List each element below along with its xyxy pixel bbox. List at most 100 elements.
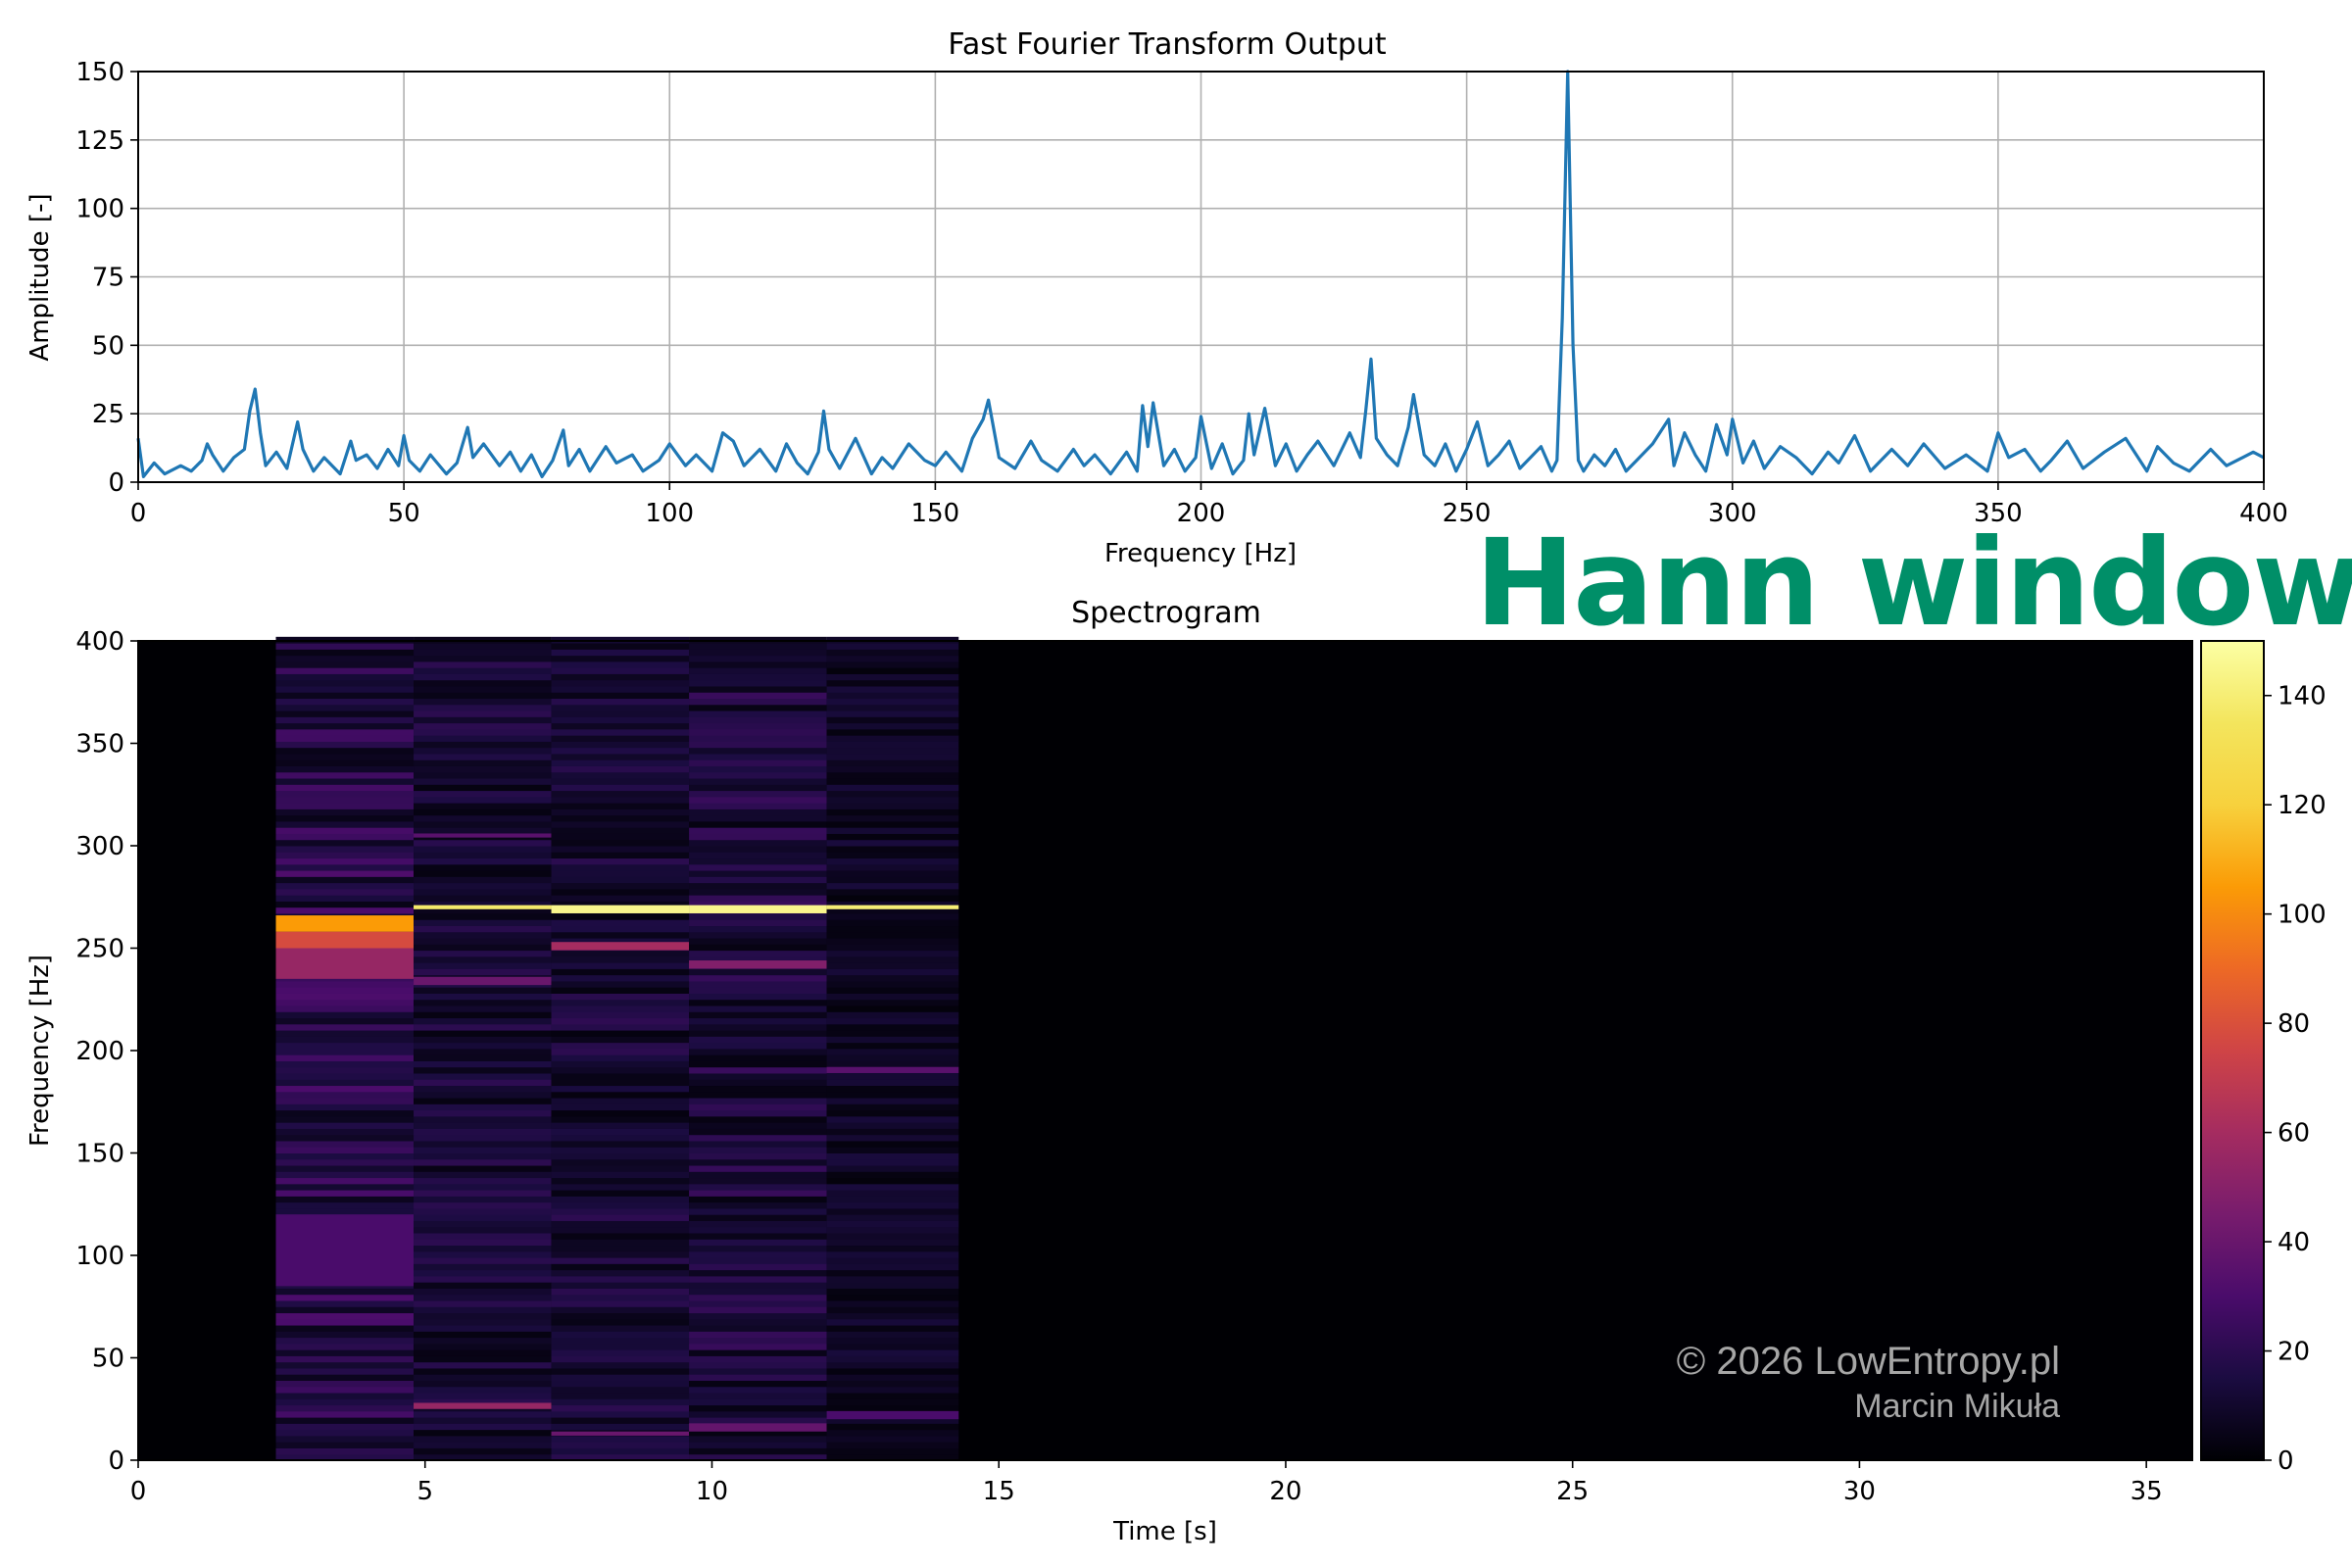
spectrogram-cell <box>275 863 415 871</box>
spectrogram-cell <box>414 679 552 687</box>
spectrogram-cell <box>689 673 827 681</box>
spectrogram-cell <box>551 863 690 871</box>
spectrogram-cell <box>551 1098 690 1104</box>
spectrogram-cell <box>551 1263 690 1271</box>
spectrogram-cell <box>275 1190 415 1197</box>
spectrogram-cell <box>551 698 690 706</box>
spectrogram-cell <box>551 1115 690 1123</box>
spectrogram-cell <box>689 784 827 792</box>
spectrogram-cell <box>414 685 552 693</box>
spectrogram-y-axis-label: Frequency [Hz] <box>25 955 55 1147</box>
spectrogram-cell <box>826 1245 959 1252</box>
spectrogram-cell <box>689 771 827 779</box>
spectrogram-cell <box>275 1183 415 1191</box>
spectrogram-cell <box>689 808 827 816</box>
spectrogram-cell <box>551 980 690 988</box>
spectrogram-x-tick-label: 25 <box>1556 1477 1589 1506</box>
spectrogram-cell <box>551 1386 690 1394</box>
spectrogram-cell <box>689 679 827 687</box>
spectrogram-cell <box>826 735 959 742</box>
spectrogram-cell <box>826 1060 959 1068</box>
spectrogram-cell <box>275 1079 415 1087</box>
spectrogram-cell <box>689 870 827 877</box>
spectrogram-cell <box>275 685 415 693</box>
spectrogram-cell <box>414 1115 552 1123</box>
fft-x-tick-label: 200 <box>1177 499 1226 528</box>
spectrogram-cell <box>275 716 415 724</box>
spectrogram-cell <box>689 716 827 724</box>
spectrogram-cell <box>689 820 827 828</box>
spectrogram-cell <box>275 1447 415 1455</box>
spectrogram-cell <box>826 870 959 877</box>
spectrogram-cell <box>689 1282 827 1289</box>
spectrogram-cell <box>689 1030 827 1037</box>
spectrogram-cell <box>826 1282 959 1289</box>
spectrogram-cell <box>275 876 415 884</box>
colorbar-ticks: 0 20 40 60 80 100 120 140 <box>2264 682 2327 1476</box>
spectrogram-cell <box>689 1042 827 1050</box>
spectrogram-band <box>275 1214 415 1287</box>
spectrogram-cell <box>551 1299 690 1307</box>
spectrogram-cell <box>689 1098 827 1104</box>
spectrogram-cell <box>275 1017 415 1025</box>
spectrogram-cell <box>826 1128 959 1136</box>
spectrogram-cell <box>689 876 827 884</box>
spectrogram-cell <box>551 1410 690 1418</box>
spectrogram-cell <box>275 667 415 674</box>
spectrogram-cell <box>275 987 415 994</box>
spectrogram-cell <box>275 906 415 914</box>
spectrogram-cell <box>414 882 552 890</box>
spectrogram-cell <box>551 778 690 785</box>
spectrogram-cell <box>689 1103 827 1111</box>
spectrogram-cell <box>414 1122 552 1129</box>
fft-y-tick-label: 100 <box>75 195 124 224</box>
spectrogram-cell <box>826 956 959 963</box>
spectrogram-cell <box>689 1337 827 1345</box>
spectrogram-cell <box>414 852 552 859</box>
spectrogram-cell <box>551 1201 690 1209</box>
spectrogram-band <box>826 1066 959 1073</box>
spectrogram-y-tick-label: 300 <box>75 832 124 861</box>
spectrogram-cell <box>826 753 959 760</box>
spectrogram-cell <box>689 1417 827 1424</box>
spectrogram-cell <box>551 1128 690 1136</box>
spectrogram-cell <box>551 1325 690 1332</box>
spectrogram-cell <box>275 888 415 896</box>
spectrogram-cell <box>275 820 415 828</box>
spectrogram-cell <box>275 1196 415 1203</box>
spectrogram-x-tick-label: 15 <box>983 1477 1015 1506</box>
colorbar-tick-label: 120 <box>2278 791 2327 820</box>
spectrogram-cell <box>826 649 959 657</box>
spectrogram-cell <box>414 901 552 908</box>
spectrogram-cell <box>551 1060 690 1068</box>
spectrogram-cell <box>414 1220 552 1228</box>
spectrogram-cell <box>689 1171 827 1179</box>
spectrogram-cell <box>414 778 552 785</box>
spectrogram-cell <box>275 741 415 749</box>
spectrogram-cell <box>826 980 959 988</box>
spectrogram-cell <box>551 753 690 760</box>
spectrogram-cell <box>551 1343 690 1350</box>
spectrogram-cell <box>414 1318 552 1326</box>
author-watermark: Marcin Mikuła <box>1854 1388 2060 1425</box>
spectrogram-cell <box>551 1453 690 1461</box>
spectrogram-cell <box>275 1435 415 1443</box>
spectrogram-cell <box>275 710 415 717</box>
spectrogram-cell <box>414 1171 552 1179</box>
spectrogram-cell <box>414 938 552 945</box>
spectrogram-cell <box>414 950 552 957</box>
spectrogram-cell <box>275 993 415 1001</box>
spectrogram-cell <box>414 1098 552 1104</box>
spectrogram-cell <box>275 1109 415 1117</box>
spectrogram-cell <box>826 710 959 717</box>
spectrogram-cell <box>826 858 959 865</box>
spectrogram-cell <box>414 1398 552 1406</box>
spectrogram-cell <box>689 1226 827 1234</box>
spectrogram-cell <box>826 1393 959 1399</box>
spectrogram-cell <box>275 1404 415 1412</box>
spectrogram-cell <box>275 790 415 798</box>
spectrogram-cell <box>826 1165 959 1172</box>
spectrogram-cell <box>414 1380 552 1388</box>
spectrogram-cell <box>551 993 690 1001</box>
spectrogram-cell <box>414 820 552 828</box>
